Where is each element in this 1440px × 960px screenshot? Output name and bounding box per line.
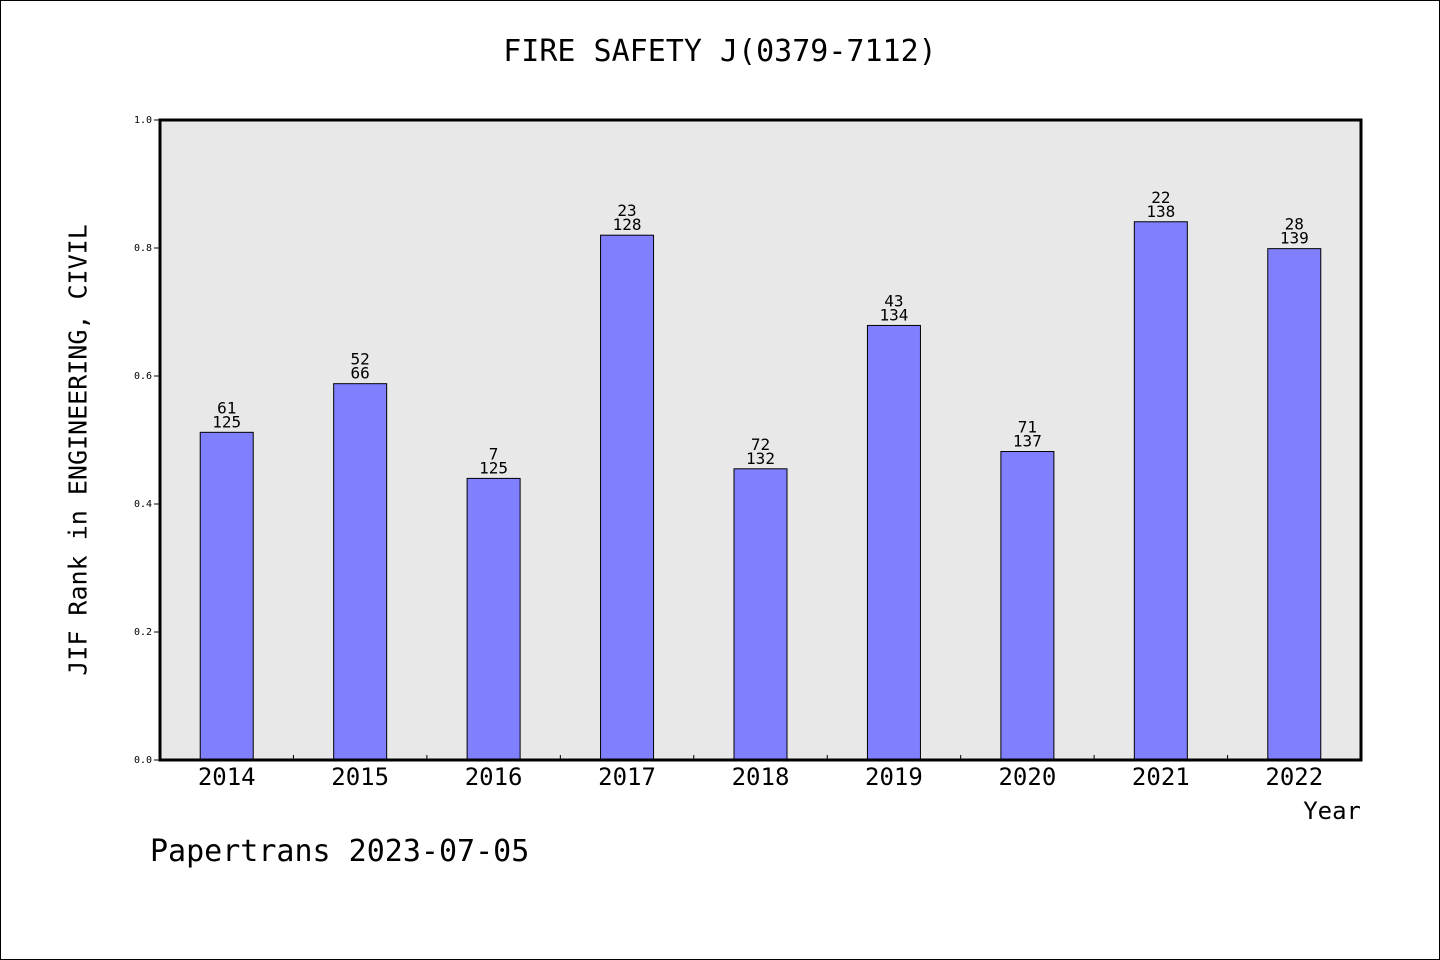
x-tick-label: 2017 (598, 763, 656, 791)
x-tick-label: 2022 (1265, 763, 1323, 791)
bar-label-top: 72 (751, 435, 770, 454)
y-tick-label: 1.0 (134, 115, 152, 126)
x-tick-label: 2015 (331, 763, 389, 791)
bar (466, 477, 521, 761)
bar (1133, 221, 1188, 761)
bar-label-bottom: 132 (746, 449, 775, 468)
x-tick-label: 2014 (198, 763, 256, 791)
footer-credit: Papertrans 2023-07-05 (150, 834, 530, 869)
bar-label-bottom: 139 (1280, 229, 1309, 248)
bar-label-top: 71 (1018, 418, 1037, 437)
bar (866, 324, 921, 761)
bar (1267, 248, 1322, 761)
x-axis-label: Year (1303, 797, 1361, 825)
bar-label-top: 7 (489, 444, 499, 463)
chart-title: FIRE SAFETY J(0379-7112) (503, 34, 937, 69)
bar-label-bottom: 125 (212, 412, 241, 431)
bar (199, 431, 254, 761)
plot-border (158, 118, 1363, 762)
bar-label-bottom: 66 (351, 364, 370, 383)
y-tick-label: 0.0 (134, 755, 152, 766)
bar-label-bottom: 128 (613, 215, 642, 234)
x-tick-label: 2016 (465, 763, 523, 791)
bar-label-top: 52 (351, 350, 370, 369)
y-tick-label: 0.2 (134, 627, 152, 638)
bar-label-top: 22 (1151, 188, 1170, 207)
bar (600, 234, 655, 761)
bar-label-bottom: 125 (479, 458, 508, 477)
bar-label-bottom: 138 (1146, 202, 1175, 221)
bar (333, 383, 388, 761)
y-tick-label: 0.4 (134, 499, 152, 510)
bar-label-top: 28 (1285, 215, 1304, 234)
y-tick-label: 0.6 (134, 371, 152, 382)
x-tick-label: 2018 (732, 763, 790, 791)
bar (1000, 451, 1055, 761)
bar-label-top: 43 (884, 291, 903, 310)
x-tick-label: 2020 (998, 763, 1056, 791)
x-tick-label: 2021 (1132, 763, 1190, 791)
bar-label-bottom: 134 (879, 305, 908, 324)
x-tick-label: 2019 (865, 763, 923, 791)
bar-label-top: 23 (617, 201, 636, 220)
bar (733, 468, 788, 761)
bar-label-top: 61 (217, 398, 236, 417)
bar-label-bottom: 137 (1013, 432, 1042, 451)
y-tick-label: 0.8 (134, 243, 152, 254)
